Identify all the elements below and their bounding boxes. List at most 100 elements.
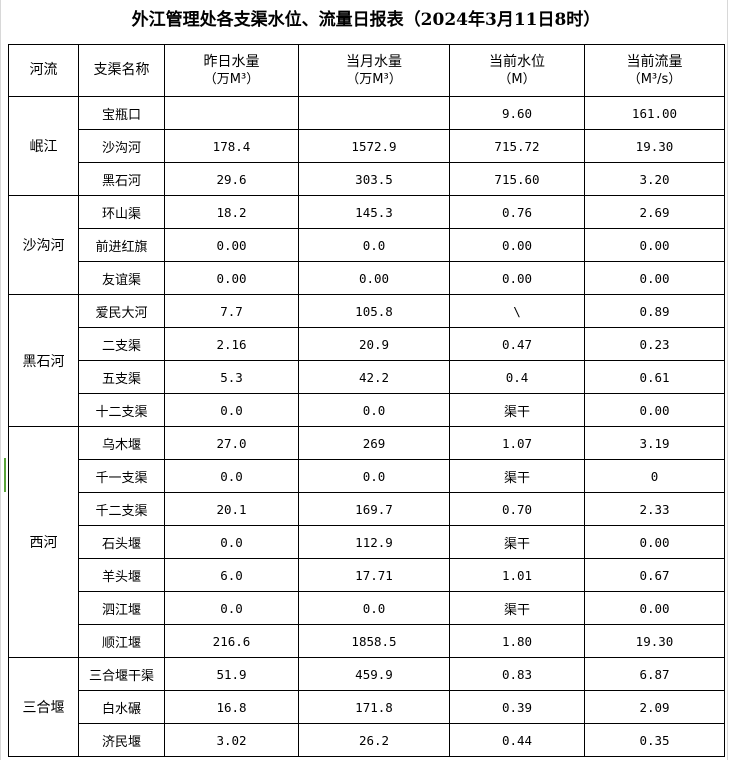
month-volume-cell: 20.9 <box>298 327 450 361</box>
canal-name-cell: 泗江堰 <box>78 591 165 625</box>
flow-rate-cell: 0.00 <box>584 525 725 559</box>
month-volume-cell: 0.00 <box>298 261 450 295</box>
month-volume-cell: 0.0 <box>298 591 450 625</box>
header-label: 当月水量 <box>346 53 402 70</box>
flow-rate-cell: 19.30 <box>584 624 725 658</box>
canal-name-cell: 羊头堰 <box>78 558 165 592</box>
canal-name-cell: 宝瓶口 <box>78 96 165 130</box>
flow-rate-cell: 0.67 <box>584 558 725 592</box>
canal-name-cell: 顺江堰 <box>78 624 165 658</box>
flow-rate-cell: 0.35 <box>584 723 725 757</box>
canal-name-cell: 三合堰干渠 <box>78 657 165 691</box>
table-row: 千一支渠 0.0 0.0 渠干 0 <box>9 459 725 493</box>
canal-name-cell: 石头堰 <box>78 525 165 559</box>
table-body: 岷江 宝瓶口 9.60 161.00 沙沟河 178.4 1572.9 715.72 19.30… <box>8 96 725 757</box>
table-row: 前进红旗 0.00 0.0 0.00 0.00 <box>9 228 725 262</box>
table-row: 黑石河 29.6 303.5 715.60 3.20 <box>9 162 725 196</box>
yesterday-volume-cell: 20.1 <box>164 492 299 526</box>
flow-rate-cell: 0.23 <box>584 327 725 361</box>
flow-rate-cell: 0.89 <box>584 294 725 328</box>
flow-rate-cell: 0.61 <box>584 360 725 394</box>
yesterday-volume-cell: 0.0 <box>164 525 299 559</box>
header-label: 当前水位 <box>489 53 545 70</box>
header-row: 河流 支渠名称 昨日水量 （万M³） 当月水量 （万M³） 当前水位 （M） 当前流量 （M³/s… <box>8 44 725 97</box>
canal-name-cell: 黑石河 <box>78 162 165 196</box>
water-level-cell: 0.76 <box>449 195 585 229</box>
flow-rate-cell: 161.00 <box>584 96 725 130</box>
page-title: 外江管理处各支渠水位、流量日报表（2024年3月11日8时） <box>131 10 601 30</box>
column-header: 当前水位 （M） <box>449 44 585 97</box>
flow-rate-cell: 6.87 <box>584 657 725 691</box>
table-row: 白水碾 16.8 171.8 0.39 2.09 <box>9 690 725 724</box>
water-level-cell: 715.60 <box>449 162 585 196</box>
flow-rate-cell: 0.00 <box>584 228 725 262</box>
yesterday-volume-cell: 16.8 <box>164 690 299 724</box>
water-level-cell: 0.00 <box>449 261 585 295</box>
yesterday-volume-cell: 3.02 <box>164 723 299 757</box>
canal-name-cell: 前进红旗 <box>78 228 165 262</box>
river-cell: 沙沟河 <box>8 195 79 295</box>
canal-name-cell: 二支渠 <box>78 327 165 361</box>
yesterday-volume-cell: 0.0 <box>164 591 299 625</box>
canal-name-cell: 十二支渠 <box>78 393 165 427</box>
column-header: 昨日水量 （万M³） <box>164 44 299 97</box>
table-row: 二支渠 2.16 20.9 0.47 0.23 <box>9 327 725 361</box>
month-volume-cell <box>298 96 450 130</box>
water-level-cell: 0.00 <box>449 228 585 262</box>
table-row: 黑石河 爱民大河 7.7 105.8 \ 0.89 <box>8 294 725 427</box>
flow-rate-cell: 0.00 <box>584 261 725 295</box>
table-row: 五支渠 5.3 42.2 0.4 0.61 <box>9 360 725 394</box>
header-unit: （M³/s） <box>627 71 682 87</box>
water-level-cell: 0.44 <box>449 723 585 757</box>
river-cell: 西河 <box>8 426 79 658</box>
header-label: 支渠名称 <box>93 62 150 78</box>
water-level-cell: 0.70 <box>449 492 585 526</box>
column-header: 当前流量 （M³/s） <box>584 44 725 97</box>
yesterday-volume-cell: 29.6 <box>164 162 299 196</box>
water-level-cell: 1.80 <box>449 624 585 658</box>
water-level-cell: 0.83 <box>449 657 585 691</box>
flow-rate-cell: 0.00 <box>584 591 725 625</box>
table-row: 三合堰 三合堰干渠 51.9 459.9 0.83 6.87 <box>8 657 725 757</box>
table-row: 友谊渠 0.00 0.00 0.00 0.00 <box>9 261 725 295</box>
yesterday-volume-cell: 27.0 <box>164 426 299 460</box>
flow-rate-cell: 19.30 <box>584 129 725 163</box>
flow-rate-cell: 3.20 <box>584 162 725 196</box>
sheet-gridline <box>0 0 1 760</box>
water-level-cell: 0.39 <box>449 690 585 724</box>
canal-name-cell: 乌木堰 <box>78 426 165 460</box>
month-volume-cell: 105.8 <box>298 294 450 328</box>
month-volume-cell: 0.0 <box>298 459 450 493</box>
yesterday-volume-cell: 18.2 <box>164 195 299 229</box>
canal-name-cell: 千一支渠 <box>78 459 165 493</box>
yesterday-volume-cell: 0.00 <box>164 228 299 262</box>
cell-selection-marker <box>4 458 6 492</box>
month-volume-cell: 169.7 <box>298 492 450 526</box>
canal-name-cell: 沙沟河 <box>78 129 165 163</box>
water-level-cell: 0.4 <box>449 360 585 394</box>
flow-rate-cell: 2.09 <box>584 690 725 724</box>
month-volume-cell: 459.9 <box>298 657 450 691</box>
month-volume-cell: 0.0 <box>298 393 450 427</box>
table-row: 千二支渠 20.1 169.7 0.70 2.33 <box>9 492 725 526</box>
yesterday-volume-cell <box>164 96 299 130</box>
month-volume-cell: 145.3 <box>298 195 450 229</box>
flow-rate-cell: 0 <box>584 459 725 493</box>
river-cell: 岷江 <box>8 96 79 196</box>
canal-name-cell: 环山渠 <box>78 195 165 229</box>
header-unit: （万M³） <box>346 71 402 87</box>
water-level-cell: 1.07 <box>449 426 585 460</box>
column-header: 河流 <box>8 44 79 97</box>
yesterday-volume-cell: 7.7 <box>164 294 299 328</box>
water-level-cell: 渠干 <box>449 393 585 427</box>
yesterday-volume-cell: 5.3 <box>164 360 299 394</box>
water-level-cell: 渠干 <box>449 591 585 625</box>
table-row: 济民堰 3.02 26.2 0.44 0.35 <box>9 723 725 757</box>
table-row: 顺江堰 216.6 1858.5 1.80 19.30 <box>9 624 725 658</box>
header-label: 河流 <box>29 62 58 78</box>
sheet-gridline <box>727 0 728 760</box>
table-row: 沙沟河 178.4 1572.9 715.72 19.30 <box>9 129 725 163</box>
month-volume-cell: 26.2 <box>298 723 450 757</box>
table-row: 羊头堰 6.0 17.71 1.01 0.67 <box>9 558 725 592</box>
canal-name-cell: 白水碾 <box>78 690 165 724</box>
